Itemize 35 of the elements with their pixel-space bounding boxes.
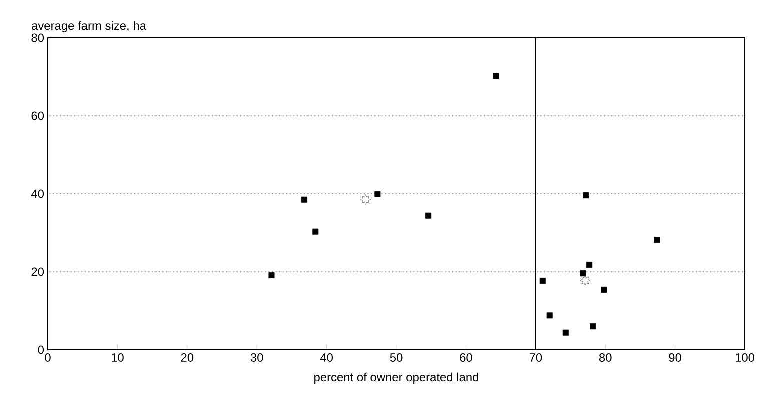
x-tick-label: 40 (320, 354, 333, 362)
y-tick-label: 40 (31, 190, 44, 198)
x-tick-label: 50 (390, 354, 403, 362)
x-tick-label: 0 (45, 354, 51, 362)
x-tick-label: 10 (112, 354, 124, 362)
y-tick-label: 20 (32, 268, 44, 276)
point (493, 73, 500, 80)
point (654, 237, 660, 244)
x-tick-label: 90 (669, 354, 682, 362)
point (562, 330, 569, 336)
point (580, 275, 591, 286)
y-tick-label: 60 (32, 112, 44, 120)
point (426, 212, 432, 219)
point (580, 270, 586, 277)
point (360, 194, 372, 206)
point (586, 262, 593, 268)
point (268, 272, 275, 279)
point (312, 228, 319, 235)
y-tick-label: 0 (38, 346, 44, 354)
point (590, 324, 596, 330)
y-tick-label: 80 (32, 34, 44, 42)
point (546, 312, 553, 319)
point (583, 192, 590, 199)
point (302, 196, 308, 203)
x-tick-label: 70 (530, 354, 542, 362)
x-tick-label: 30 (250, 354, 264, 362)
point (601, 286, 608, 293)
point (374, 191, 381, 198)
point (540, 278, 546, 284)
y-axis-title: average farm size, ha (32, 21, 146, 32)
x-tick-label: 60 (460, 354, 472, 362)
x-tick-label: 80 (599, 354, 612, 362)
x-axis-title: percent of owner operated land (314, 372, 478, 384)
x-tick-label: 100 (736, 354, 755, 362)
x-tick-label: 20 (181, 354, 194, 362)
